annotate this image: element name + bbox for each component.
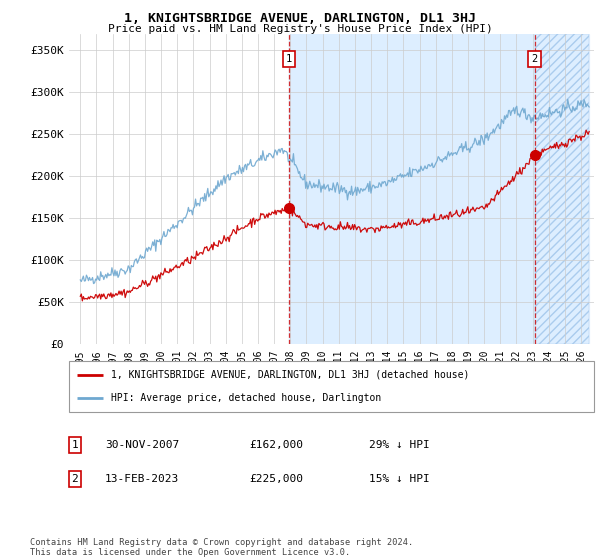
Text: 1: 1 <box>286 54 292 64</box>
Text: 1: 1 <box>71 440 79 450</box>
Text: Price paid vs. HM Land Registry's House Price Index (HPI): Price paid vs. HM Land Registry's House … <box>107 24 493 34</box>
Bar <box>535 34 589 344</box>
Text: 2: 2 <box>71 474 79 484</box>
Text: 15% ↓ HPI: 15% ↓ HPI <box>369 474 430 484</box>
Text: £162,000: £162,000 <box>249 440 303 450</box>
Text: Contains HM Land Registry data © Crown copyright and database right 2024.
This d: Contains HM Land Registry data © Crown c… <box>30 538 413 557</box>
FancyBboxPatch shape <box>69 361 594 412</box>
Text: HPI: Average price, detached house, Darlington: HPI: Average price, detached house, Darl… <box>111 393 381 403</box>
Text: 30-NOV-2007: 30-NOV-2007 <box>105 440 179 450</box>
Text: 13-FEB-2023: 13-FEB-2023 <box>105 474 179 484</box>
Text: 29% ↓ HPI: 29% ↓ HPI <box>369 440 430 450</box>
Text: 1, KNIGHTSBRIDGE AVENUE, DARLINGTON, DL1 3HJ: 1, KNIGHTSBRIDGE AVENUE, DARLINGTON, DL1… <box>124 12 476 25</box>
Bar <box>289 34 535 344</box>
Text: 2: 2 <box>532 54 538 64</box>
Text: £225,000: £225,000 <box>249 474 303 484</box>
Text: 1, KNIGHTSBRIDGE AVENUE, DARLINGTON, DL1 3HJ (detached house): 1, KNIGHTSBRIDGE AVENUE, DARLINGTON, DL1… <box>111 370 469 380</box>
